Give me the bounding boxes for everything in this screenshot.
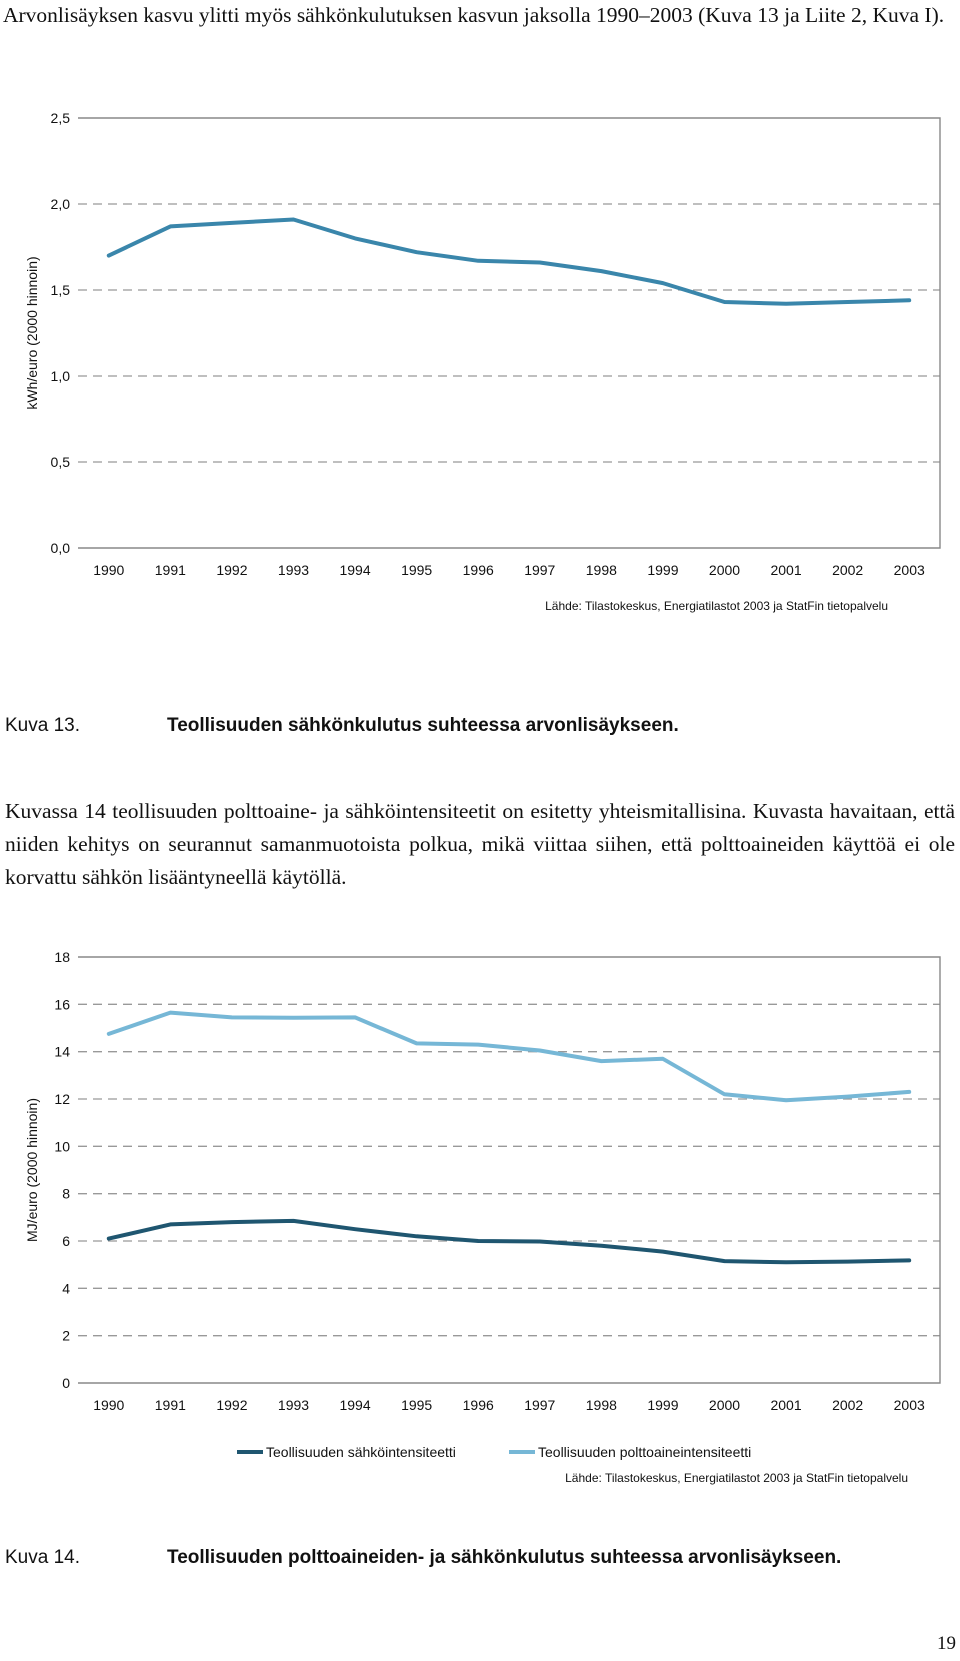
legend-label: Teollisuuden polttoaineintensiteetti	[538, 1444, 751, 1460]
x-tick-label: 1993	[278, 1397, 309, 1413]
plot-frame	[78, 956, 941, 1384]
x-tick-label: 2002	[832, 562, 863, 578]
x-tick-label: 2001	[770, 1397, 801, 1413]
x-tick-label: 1990	[93, 1397, 124, 1413]
y-tick-label: 0,0	[51, 540, 71, 556]
x-tick-label: 1990	[93, 562, 124, 578]
y-tick-label: 0,5	[51, 454, 71, 470]
x-tick-label: 1997	[524, 1397, 555, 1413]
y-tick-label: 8	[62, 1186, 70, 1202]
y-tick-label: 14	[54, 1044, 70, 1060]
x-tick-label: 1994	[339, 1397, 370, 1413]
y-tick-label: 6	[62, 1233, 70, 1249]
x-tick-label: 1991	[155, 562, 186, 578]
body-paragraph: Kuvassa 14 teollisuuden polttoaine- ja s…	[5, 799, 955, 889]
x-tick-label: 1999	[647, 1397, 678, 1413]
series-line-2	[106, 1010, 912, 1103]
x-tick-label: 1995	[401, 562, 432, 578]
y-axis-label: kWh/euro (2000 hinnoin)	[24, 256, 40, 409]
page-number: 19	[937, 1633, 956, 1654]
x-tick-label: 1993	[278, 562, 309, 578]
y-tick-label: 12	[54, 1091, 70, 1107]
plot-frame	[78, 117, 941, 549]
figure-14-title: Teollisuuden polttoaineiden- ja sähkönku…	[167, 1547, 842, 1568]
y-tick-label: 10	[54, 1138, 70, 1154]
x-tick-label: 1992	[216, 562, 247, 578]
source-note: Lähde: Tilastokeskus, Energiatilastot 20…	[565, 1471, 908, 1485]
figure-13-title: Teollisuuden sähkönkulutus suhteessa arv…	[167, 715, 679, 736]
x-tick-label: 2000	[709, 562, 740, 578]
x-tick-label: 1996	[463, 1397, 494, 1413]
y-axis-label: MJ/euro (2000 hinnoin)	[24, 1098, 40, 1242]
series-line-1	[106, 217, 912, 306]
figure-13-number: Kuva 13.	[5, 715, 80, 736]
x-tick-label: 1997	[524, 562, 555, 578]
chart-electricity-intensity: 0,0 0,5 1,0 1,5 2,0 2,5 1990 1991 1992 1993 1994 19…	[24, 110, 941, 613]
x-tick-label: 2000	[709, 1397, 740, 1413]
series-line-1	[106, 1218, 912, 1265]
x-tick-label: 1995	[401, 1397, 432, 1413]
y-tick-label: 2,5	[51, 110, 71, 126]
x-tick-label: 1999	[647, 562, 678, 578]
source-note: Lähde: Tilastokeskus, Energiatilastot 20…	[545, 599, 888, 613]
x-tick-label: 1998	[586, 1397, 617, 1413]
chart-fuel-and-electricity-intensity: 0 2 4 6 8 10 12 14 16 18 1990 1991 1992 1993 1994 1995 1…	[24, 949, 941, 1485]
legend-label: Teollisuuden sähköintensiteetti	[266, 1444, 456, 1460]
x-tick-label: 1996	[463, 562, 494, 578]
x-tick-label: 1998	[586, 562, 617, 578]
x-tick-label: 2003	[894, 562, 925, 578]
y-tick-label: 2,0	[51, 196, 71, 212]
y-tick-label: 0	[62, 1375, 70, 1391]
figure-14-number: Kuva 14.	[5, 1547, 80, 1568]
x-tick-label: 2002	[832, 1397, 863, 1413]
y-tick-label: 2	[62, 1328, 70, 1344]
y-tick-label: 18	[54, 949, 70, 965]
y-tick-label: 1,5	[51, 282, 71, 298]
y-tick-label: 4	[62, 1280, 70, 1296]
x-tick-label: 2003	[894, 1397, 925, 1413]
y-tick-label: 1,0	[51, 368, 71, 384]
intro-paragraph: Arvonlisäyksen kasvu ylitti myös sähkönk…	[3, 3, 945, 27]
x-tick-label: 1991	[155, 1397, 186, 1413]
x-tick-label: 1994	[339, 562, 370, 578]
x-tick-label: 1992	[216, 1397, 247, 1413]
y-tick-label: 16	[54, 996, 70, 1012]
x-tick-label: 2001	[770, 562, 801, 578]
